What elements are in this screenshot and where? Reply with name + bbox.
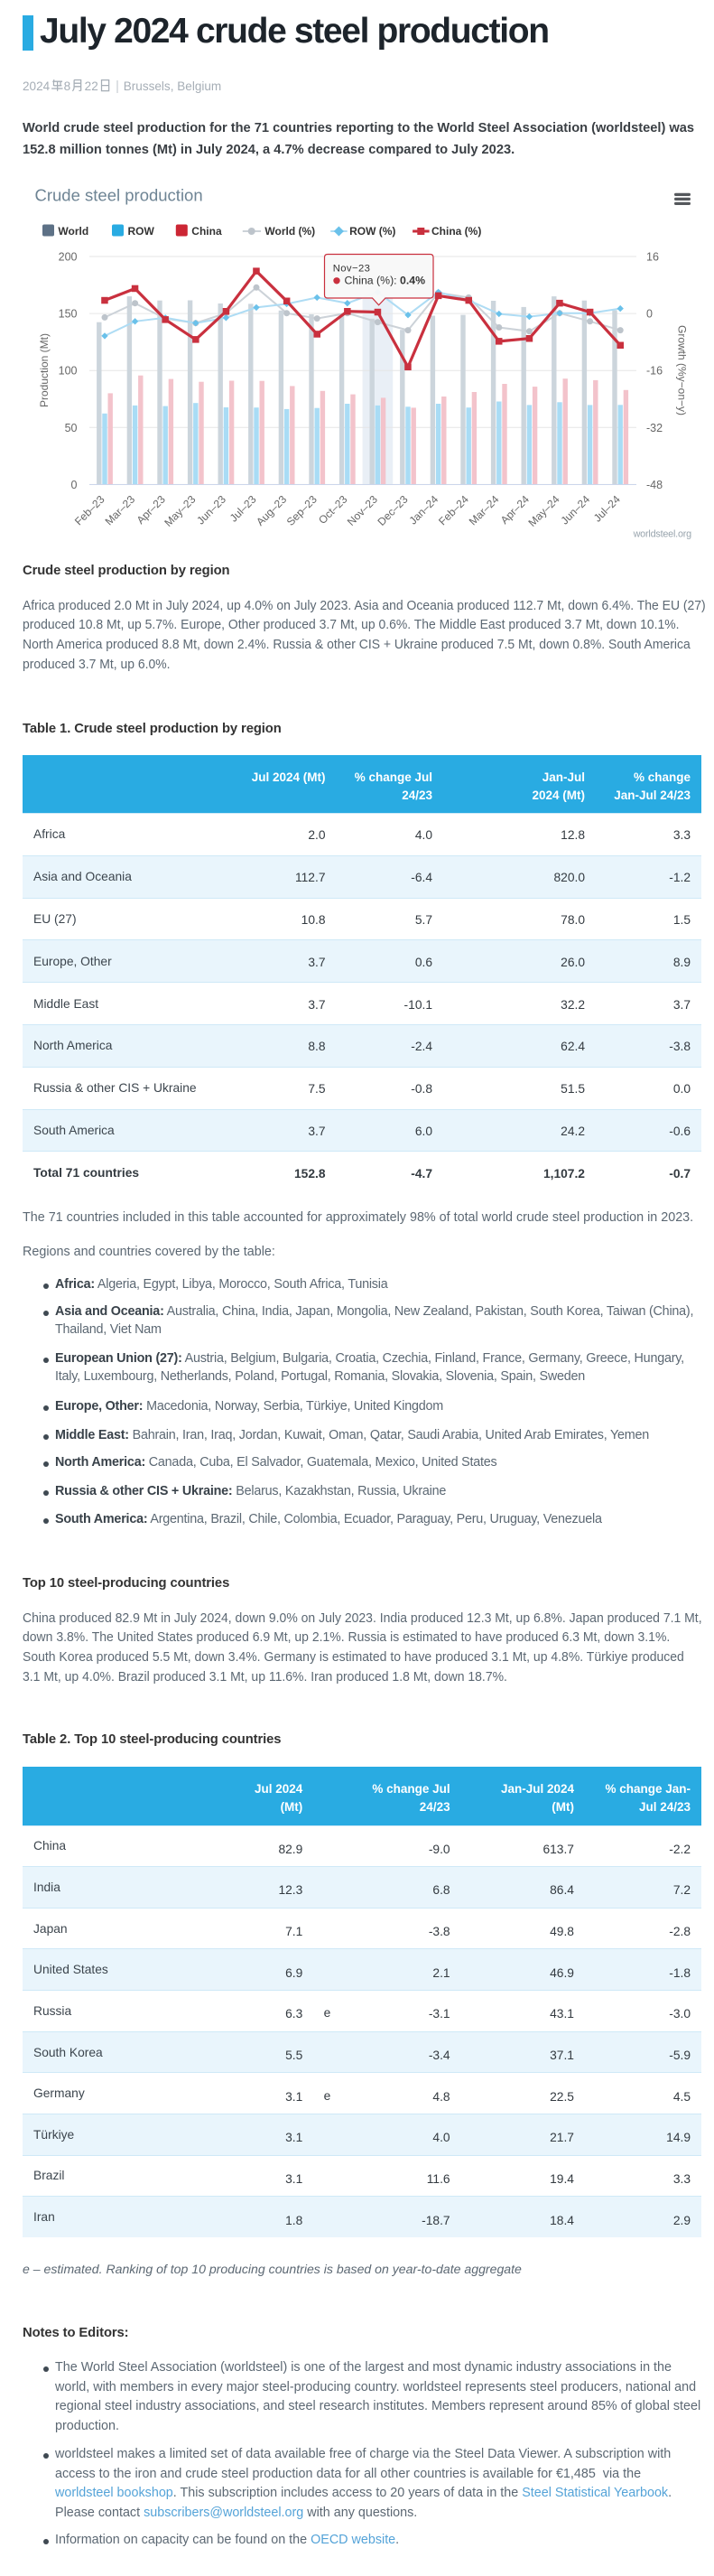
svg-text:0: 0 (646, 308, 653, 321)
svg-text:China (%): China (%) (431, 225, 481, 238)
svg-text:ROW: ROW (128, 225, 155, 238)
svg-text:China: China (191, 225, 222, 238)
svg-text:China (%): 0.4%: China (%): 0.4% (345, 275, 426, 287)
svg-text:Jul–24: Jul–24 (591, 493, 623, 525)
svg-text:World (%): World (%) (264, 225, 315, 238)
svg-text:Mar–24: Mar–24 (467, 492, 502, 527)
svg-text:Aug–23: Aug–23 (254, 492, 289, 527)
svg-text:Feb–23: Feb–23 (72, 492, 107, 527)
svg-text:16: 16 (646, 251, 659, 264)
svg-text:Sep–23: Sep–23 (284, 492, 320, 527)
svg-text:100: 100 (59, 365, 78, 378)
svg-text:Feb–24: Feb–24 (436, 492, 471, 527)
svg-text:Jun–23: Jun–23 (194, 492, 228, 527)
svg-text:Nov−23: Nov−23 (333, 263, 371, 274)
svg-text:Production (Mt): Production (Mt) (38, 333, 51, 407)
svg-text:-16: -16 (646, 365, 663, 378)
svg-text:Jan–24: Jan–24 (406, 492, 440, 527)
svg-text:Mar–23: Mar–23 (103, 492, 138, 527)
svg-text:150: 150 (59, 308, 78, 321)
svg-text:Dec–23: Dec–23 (375, 493, 410, 528)
svg-text:-48: -48 (646, 479, 663, 491)
svg-text:worldsteel.org: worldsteel.org (633, 529, 692, 540)
svg-text:World: World (58, 225, 88, 238)
svg-text:-32: -32 (646, 422, 663, 434)
svg-text:May–23: May–23 (162, 492, 198, 528)
svg-text:May–24: May–24 (526, 492, 562, 528)
svg-text:Crude steel production: Crude steel production (35, 186, 203, 205)
svg-text:200: 200 (59, 251, 78, 264)
svg-text:Nov–23: Nov–23 (345, 493, 380, 528)
svg-text:Jun–24: Jun–24 (558, 492, 592, 527)
svg-text:ROW (%): ROW (%) (349, 225, 395, 238)
svg-text:50: 50 (65, 422, 78, 434)
svg-text:Growth (%y−on−y): Growth (%y−on−y) (676, 325, 689, 415)
svg-text:0: 0 (71, 479, 78, 491)
svg-text:Oct–23: Oct–23 (316, 493, 349, 527)
